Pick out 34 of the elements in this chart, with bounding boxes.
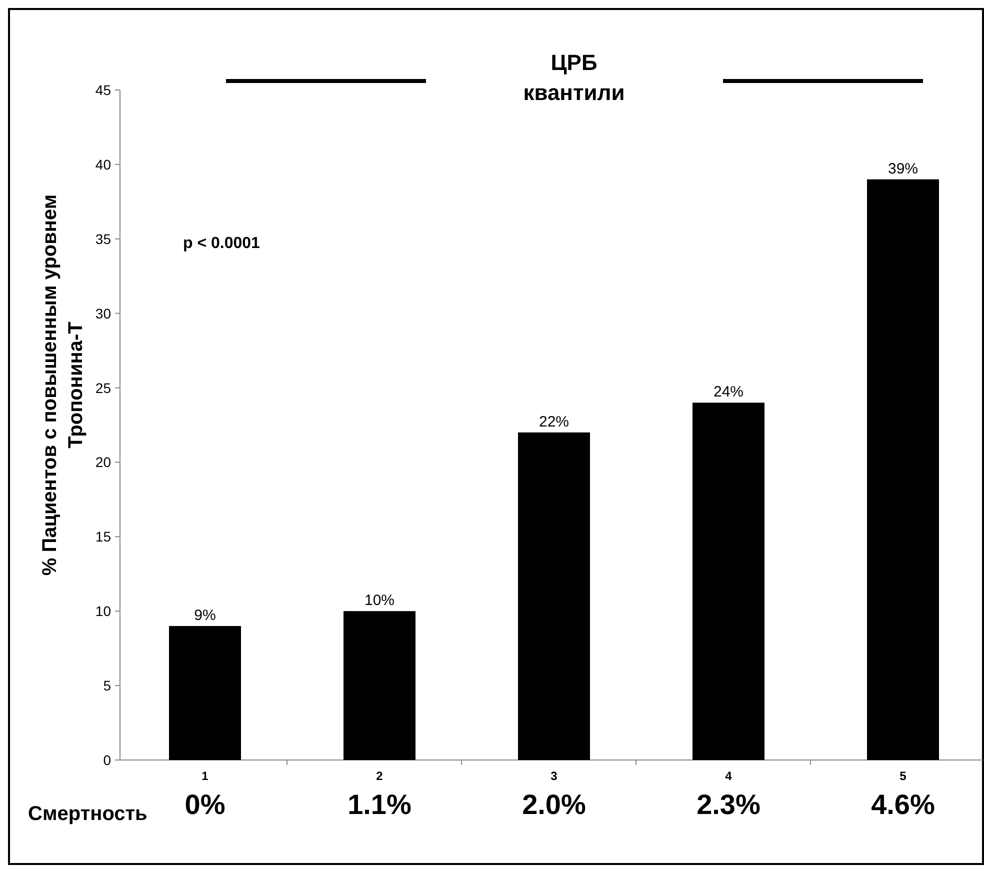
data-label: 10% (364, 592, 395, 610)
y-axis-title: % Пациентов с повышенным уровнем Тропонина-Т (39, 194, 87, 576)
text: 4.6% (871, 789, 936, 820)
annotation: p < 0.0001 (183, 235, 260, 252)
bar (692, 402, 764, 760)
y-tick-label: 40 (95, 156, 112, 172)
x-tick-label: 5 (900, 769, 907, 783)
y-tick-label: 30 (95, 305, 112, 322)
y-tick-label: 10 (95, 603, 112, 620)
y-tick-label: 0 (103, 752, 112, 768)
x-tick-label: 2 (376, 769, 384, 783)
y-tick-label: 20 (95, 454, 112, 470)
chart-title: ЦРБ квантили (523, 50, 625, 105)
x-tick-label: 1 (202, 769, 209, 783)
x-tick-label: 3 (550, 769, 558, 783)
text: 2.0% (522, 789, 586, 820)
data-label: 22% (538, 413, 570, 430)
bar (344, 611, 416, 760)
y-tick-label: 15 (95, 528, 112, 545)
bar (867, 179, 939, 760)
data-label: 24% (713, 384, 744, 401)
data-label: 39% (888, 160, 918, 178)
bar (518, 432, 590, 760)
text: 0% (184, 789, 226, 820)
y-tick-label: 45 (95, 82, 112, 98)
data-label: 9% (194, 607, 216, 624)
bar (169, 626, 241, 760)
y-tick-label: 25 (95, 380, 112, 396)
y-tick-label: 35 (95, 230, 112, 247)
x-tick-label: 4 (725, 769, 732, 783)
text: 1.1% (348, 789, 412, 820)
text: 2.3% (696, 789, 761, 820)
text: Смертность (28, 803, 148, 825)
y-tick-label: 5 (103, 678, 112, 694)
